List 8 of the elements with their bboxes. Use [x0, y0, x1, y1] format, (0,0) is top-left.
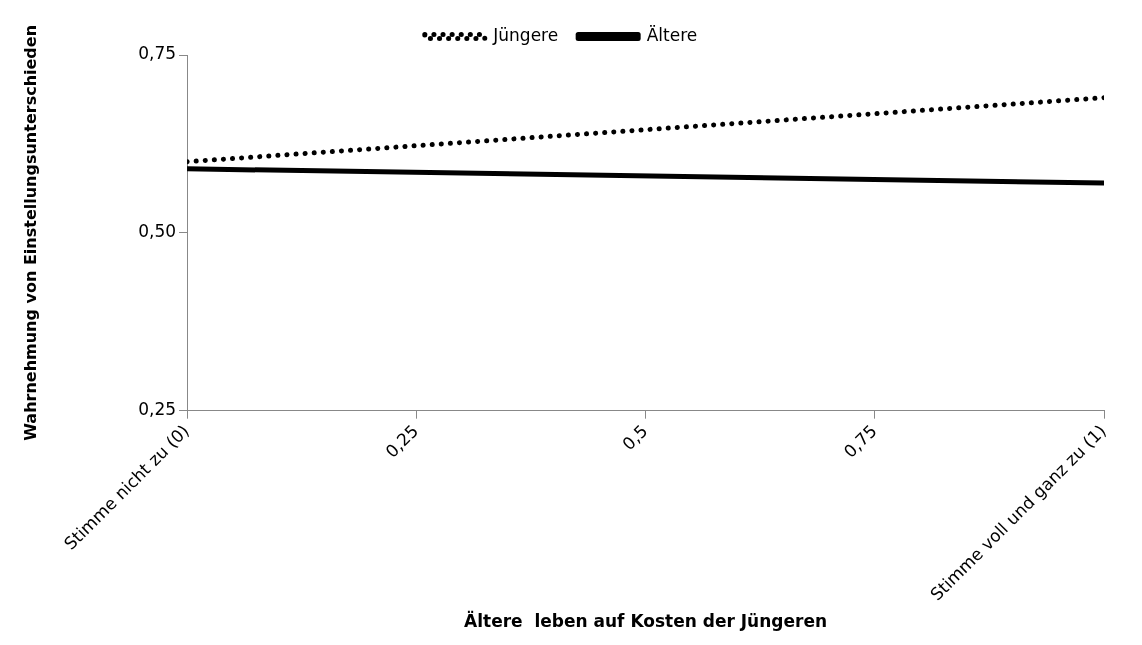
y-axis-title: Wahrnehmung von Einstellungsunterschieden	[20, 24, 40, 441]
y-tick-label: 0,75	[138, 43, 177, 64]
legend-label: Jüngere	[492, 24, 559, 45]
legend-label: Ältere	[646, 24, 698, 45]
x-axis-title: Ältere leben auf Kosten der Jüngeren	[464, 610, 827, 632]
y-tick-label: 0,50	[138, 221, 177, 242]
x-tick-label: 0,5	[618, 420, 652, 454]
y-tick-label: 0,25	[138, 399, 177, 420]
